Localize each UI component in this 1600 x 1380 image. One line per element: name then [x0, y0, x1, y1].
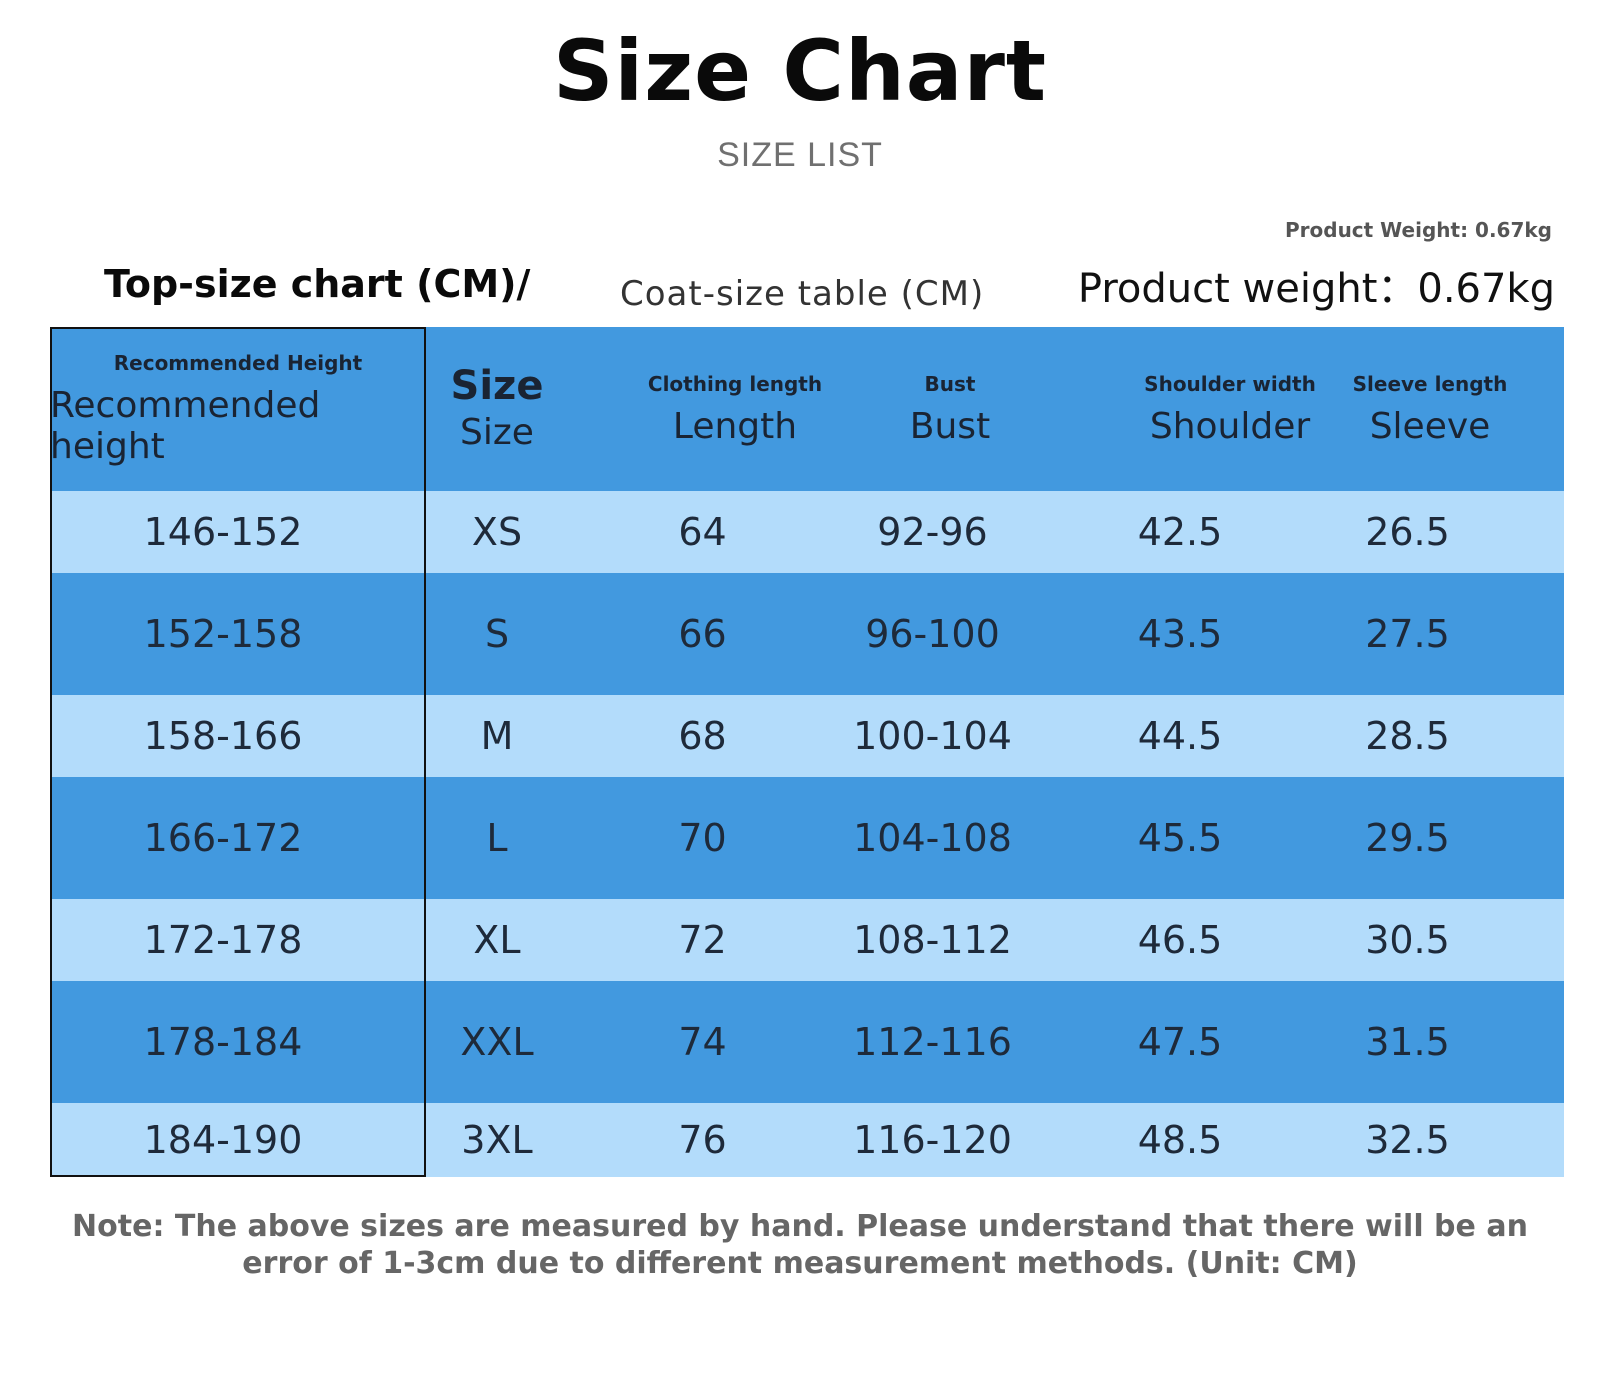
note-line-1: Note: The above sizes are measured by ha… [72, 1209, 1528, 1244]
cell-sleeve: 31.5 [1365, 1020, 1450, 1064]
cell-sleeve: 30.5 [1365, 918, 1450, 962]
table-row: 152-158 S 66 96-100 43.5 27.5 [50, 573, 1564, 695]
table-row: 172-178 XL 72 108-112 46.5 30.5 [50, 899, 1564, 981]
cell-bust: 96-100 [865, 612, 1000, 656]
header-label-small: Recommended Height [113, 351, 363, 375]
cell-sleeve: 28.5 [1365, 714, 1450, 758]
note-line-2: error of 1-3cm due to different measurem… [242, 1246, 1358, 1281]
header-label: Recommended height [50, 385, 321, 467]
cell-recommended-height: 158-166 [143, 714, 303, 758]
table-row: 178-184 XXL 74 112-116 47.5 31.5 [50, 981, 1564, 1103]
cell-length: 74 [678, 1020, 727, 1064]
measurement-note: Note: The above sizes are measured by ha… [0, 1208, 1600, 1282]
cell-bust: 108-112 [853, 918, 1012, 962]
header-label-small: Size [450, 362, 544, 409]
cell-length: 66 [678, 612, 727, 656]
header-label-small: Clothing length [647, 371, 823, 396]
cell-bust: 104-108 [853, 816, 1012, 860]
cell-shoulder: 46.5 [1137, 918, 1223, 962]
table-row: 184-190 3XL 76 116-120 48.5 32.5 [50, 1103, 1564, 1177]
cell-shoulder: 48.5 [1137, 1118, 1223, 1162]
header-label: Bust [909, 405, 991, 447]
cell-shoulder: 42.5 [1137, 510, 1223, 554]
cell-recommended-height: 146-152 [143, 510, 303, 554]
cell-size: 3XL [461, 1118, 533, 1162]
cell-recommended-height: 184-190 [143, 1118, 303, 1162]
header-label-small: Bust [924, 371, 976, 396]
cell-recommended-height: 152-158 [143, 612, 303, 656]
cell-recommended-height: 166-172 [143, 816, 303, 860]
cell-size: XL [473, 918, 521, 962]
header-label: Length [672, 405, 798, 447]
table-row: 158-166 M 68 100-104 44.5 28.5 [50, 695, 1564, 777]
header-recommended-height: Recommended Height Recommended height [50, 327, 426, 491]
cell-length: 70 [678, 816, 727, 860]
cell-shoulder: 44.5 [1137, 714, 1223, 758]
table-row: 166-172 L 70 104-108 45.5 29.5 [50, 777, 1564, 899]
header-label: Shoulder [1149, 405, 1311, 447]
cell-bust: 116-120 [853, 1118, 1012, 1162]
header-label-small: Shoulder width [1144, 371, 1316, 396]
cell-shoulder: 43.5 [1137, 612, 1223, 656]
product-weight-label: Product Weight: 0.67kg [1284, 218, 1552, 242]
size-table: Recommended Height Recommended height Si… [50, 327, 1564, 1199]
cell-length: 68 [678, 714, 727, 758]
header-bust: Bust Bust [845, 327, 1055, 491]
cell-recommended-height: 172-178 [143, 918, 303, 962]
cell-size: XXL [460, 1020, 534, 1064]
coat-table-title: Coat-size table (CM) [620, 274, 985, 314]
cell-bust: 112-116 [853, 1020, 1012, 1064]
cell-size: L [486, 816, 508, 860]
cell-shoulder: 45.5 [1137, 816, 1223, 860]
page-subtitle: SIZE LIST [717, 136, 883, 174]
table-row: 146-152 XS 64 92-96 42.5 26.5 [50, 491, 1564, 573]
header-length: Clothing length Length [600, 327, 870, 491]
cell-size: XS [471, 510, 523, 554]
header-shoulder: Shoulder width Shoulder [1080, 327, 1380, 491]
chart-title: Top-size chart (CM)/ [104, 262, 531, 306]
cell-sleeve: 26.5 [1365, 510, 1450, 554]
cell-sleeve: 29.5 [1365, 816, 1450, 860]
cell-size: M [480, 714, 514, 758]
cell-length: 76 [678, 1118, 727, 1162]
cell-recommended-height: 178-184 [143, 1020, 303, 1064]
cell-bust: 92-96 [877, 510, 988, 554]
cell-length: 72 [678, 918, 727, 962]
header-label-small: Sleeve length [1352, 371, 1508, 396]
table-header-row: Recommended Height Recommended height Si… [50, 327, 1564, 491]
cell-sleeve: 32.5 [1365, 1118, 1450, 1162]
cell-sleeve: 27.5 [1365, 612, 1450, 656]
cell-bust: 100-104 [853, 714, 1012, 758]
header-sleeve: Sleeve length Sleeve [1330, 327, 1530, 491]
product-weight-value: Product weight：0.67kg [1077, 266, 1555, 312]
cell-length: 64 [678, 510, 727, 554]
page-title: Size Chart [552, 22, 1048, 120]
cell-size: S [484, 612, 510, 656]
header-label: Size [460, 411, 534, 453]
cell-shoulder: 47.5 [1137, 1020, 1223, 1064]
header-size: Size Size [426, 327, 568, 491]
header-label: Sleeve [1369, 405, 1491, 447]
